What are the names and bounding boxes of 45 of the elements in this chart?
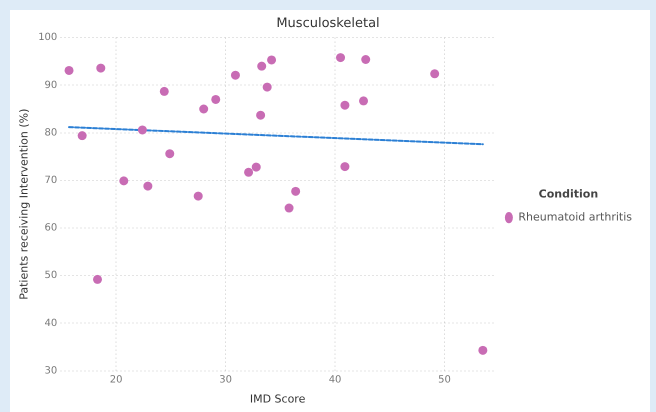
point [478, 346, 488, 355]
x-tick-label: 50 [438, 374, 451, 386]
point [336, 53, 346, 62]
x-tick-label: 30 [219, 374, 232, 386]
point [96, 64, 106, 73]
y-axis-title: Patients receiving Intervention (%) [17, 108, 30, 300]
y-tick-label: 60 [44, 222, 58, 234]
point [284, 204, 294, 213]
point [340, 100, 350, 110]
point [252, 162, 261, 172]
y-tick-label: 70 [44, 174, 58, 186]
point [138, 125, 147, 134]
point [230, 70, 240, 80]
y-tick-label: 40 [44, 318, 58, 329]
point [244, 168, 254, 177]
point [291, 186, 300, 196]
chart-title: Musculoskeletal [276, 16, 380, 32]
x-tick-label: 20 [110, 374, 122, 386]
y-tick-label: 80 [44, 127, 58, 138]
point [93, 274, 102, 284]
point [119, 176, 128, 186]
point [199, 104, 208, 114]
y-tick-label: 50 [44, 270, 58, 282]
point [143, 182, 152, 191]
point [361, 54, 370, 64]
point [359, 96, 368, 106]
point [160, 86, 169, 96]
point [340, 162, 350, 172]
legend-title: Condition [538, 187, 598, 200]
y-tick-label: 30 [44, 365, 58, 376]
y-tick-label: 100 [38, 32, 58, 44]
y-tick-label: 90 [44, 80, 58, 91]
point [267, 55, 276, 64]
point [194, 192, 203, 201]
point [64, 66, 74, 75]
point [430, 69, 440, 78]
point [256, 110, 266, 120]
point [211, 94, 220, 104]
point [262, 82, 272, 92]
point [257, 62, 266, 71]
point [165, 149, 174, 158]
x-axis-title: IMD Score [250, 392, 306, 406]
x-tick-label: 40 [328, 374, 342, 386]
point [78, 131, 87, 140]
legend-label: Rheumatoid arthritis [518, 210, 632, 224]
